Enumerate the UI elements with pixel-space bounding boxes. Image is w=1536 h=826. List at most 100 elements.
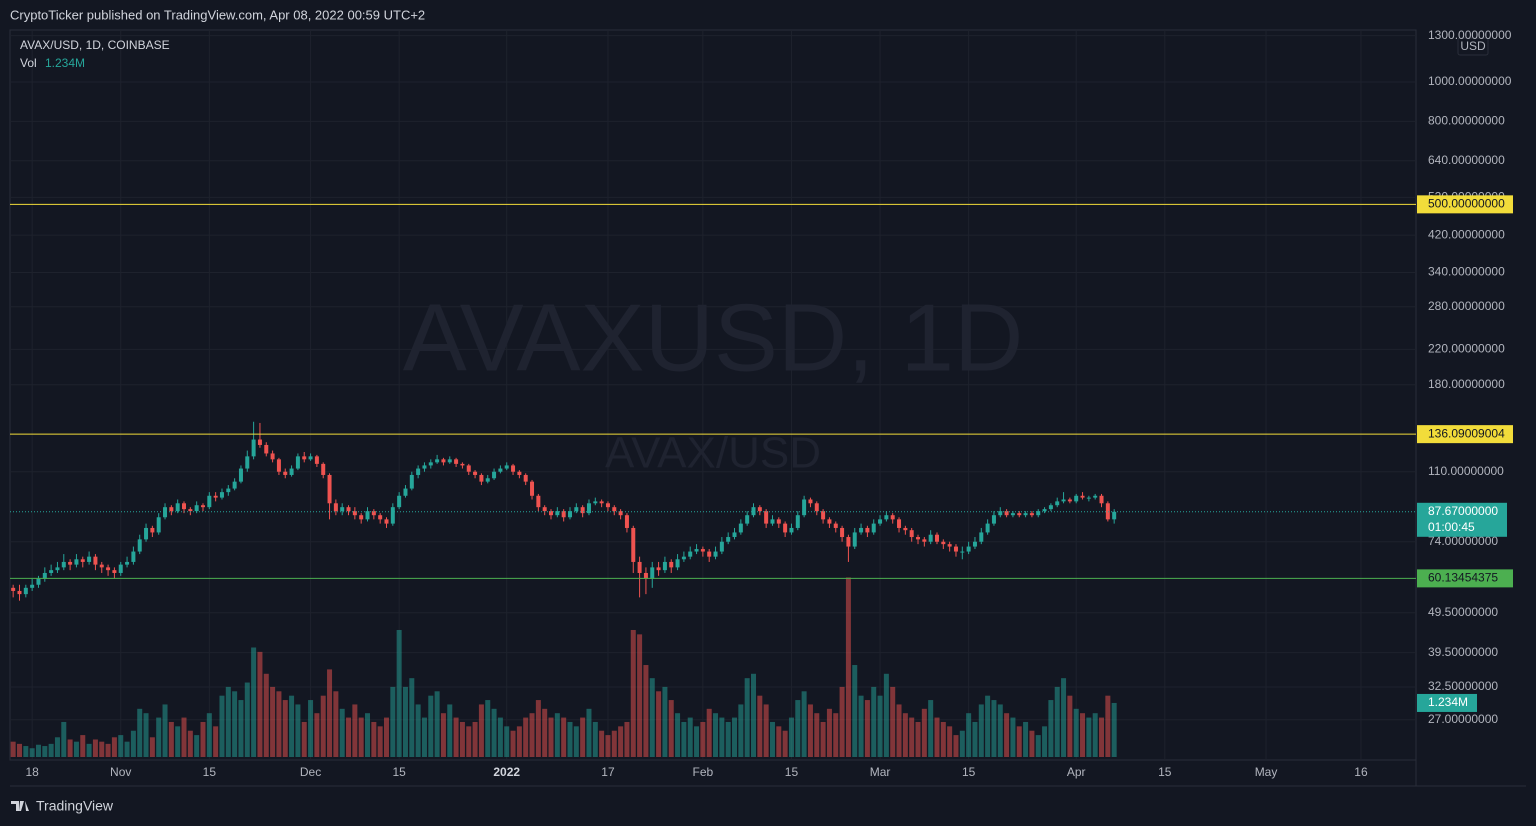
- candle-body: [903, 527, 908, 531]
- volume-bar: [1035, 735, 1041, 757]
- candle-body: [783, 523, 788, 533]
- x-tick-label: Dec: [300, 765, 321, 779]
- y-tick-label: 32.50000000: [1428, 679, 1498, 693]
- candle-body: [403, 488, 408, 496]
- level-label: 500.00000000: [1428, 197, 1505, 211]
- candle-body: [346, 507, 351, 512]
- candle-body: [859, 527, 864, 533]
- candle-body: [1067, 499, 1072, 502]
- volume-bar: [428, 695, 434, 757]
- candle-body: [694, 549, 699, 552]
- volume-legend-name[interactable]: Vol: [20, 56, 37, 70]
- candle-body: [574, 507, 579, 512]
- volume-bar: [251, 647, 257, 757]
- candle-body: [890, 515, 895, 520]
- volume-bar: [35, 744, 41, 757]
- volume-bar: [365, 713, 371, 757]
- volume-bar: [750, 673, 756, 757]
- volume-bar: [295, 704, 301, 757]
- volume-bar: [890, 686, 896, 757]
- currency-box[interactable]: [1457, 37, 1489, 56]
- volume-bar: [978, 704, 984, 757]
- candle-body: [1061, 499, 1066, 502]
- volume-bar: [757, 695, 763, 757]
- y-tick-label: 1300.00000000: [1428, 28, 1512, 42]
- candle-body: [1036, 511, 1041, 516]
- volume-label: 1.234M: [1428, 695, 1468, 709]
- candle-body: [1086, 497, 1091, 499]
- volume-bar: [181, 717, 187, 757]
- volume-bar: [1092, 713, 1098, 757]
- candle-body: [567, 511, 572, 518]
- volume-bar: [225, 686, 231, 757]
- candle-body: [688, 551, 693, 557]
- candle-body: [681, 556, 686, 560]
- volume-bar: [149, 737, 155, 757]
- volume-bar: [719, 717, 725, 757]
- volume-bar: [725, 721, 731, 757]
- volume-bar: [795, 700, 801, 757]
- candle-body: [1023, 513, 1028, 516]
- candle-body: [289, 468, 294, 475]
- candle-body: [460, 463, 465, 466]
- candle-body: [1004, 511, 1009, 516]
- volume-bar: [858, 695, 864, 757]
- candle-body: [821, 511, 826, 520]
- volume-bar: [934, 717, 940, 757]
- candle-body: [49, 570, 54, 573]
- y-tick-label: 220.00000000: [1428, 341, 1505, 355]
- candle-body: [713, 551, 718, 557]
- volume-bar: [86, 743, 92, 757]
- volume-bar: [244, 682, 250, 757]
- y-tick-label: 420.00000000: [1428, 227, 1505, 241]
- volume-bar: [896, 704, 902, 757]
- x-tick-label: Nov: [110, 765, 131, 779]
- footer-logo[interactable]: [11, 801, 29, 811]
- volume-bar: [162, 704, 168, 757]
- candle-body: [1105, 503, 1110, 520]
- currency[interactable]: USD: [1460, 39, 1486, 53]
- volume-badge: [1417, 693, 1477, 712]
- candle-body: [188, 509, 193, 512]
- volume-bar: [630, 629, 636, 757]
- y-tick-label: 74.00000000: [1428, 534, 1498, 548]
- candle-body: [182, 503, 187, 510]
- volume-bar: [466, 726, 472, 757]
- candle-body: [74, 559, 79, 565]
- symbol-legend[interactable]: AVAX/USD, 1D, COINBASE: [20, 38, 170, 52]
- candle-body: [757, 507, 762, 512]
- volume-bar: [1061, 678, 1067, 757]
- candle-body: [1099, 495, 1104, 504]
- x-tick-label: 15: [203, 765, 217, 779]
- volume-bar: [763, 704, 769, 757]
- volume-bar: [352, 704, 358, 757]
- candle-body: [643, 572, 648, 579]
- volume-bar: [1067, 695, 1073, 757]
- candle-body: [624, 515, 629, 528]
- volume-bar: [111, 737, 117, 757]
- volume-bar: [542, 708, 548, 757]
- volume-bar: [928, 700, 934, 757]
- candle-body: [719, 541, 724, 552]
- volume-bar: [358, 717, 364, 757]
- volume-bar: [440, 713, 446, 757]
- footer-brand[interactable]: TradingView: [36, 798, 114, 814]
- candle-body: [599, 501, 604, 504]
- volume-bar: [871, 686, 877, 757]
- volume-bar: [694, 726, 700, 757]
- candle-body: [276, 459, 281, 472]
- candle-body: [219, 492, 224, 498]
- candle-body: [36, 578, 41, 585]
- candle-body: [397, 495, 402, 508]
- volume-bar: [263, 673, 269, 757]
- candle-body: [745, 515, 750, 524]
- candle-body: [264, 444, 269, 454]
- volume-bar: [1111, 702, 1117, 757]
- candle-body: [302, 456, 307, 460]
- volume-bar: [788, 717, 794, 757]
- candle-body: [732, 532, 737, 538]
- level-label: 60.13454375: [1428, 571, 1498, 585]
- candle-body: [1048, 505, 1053, 510]
- candle-body: [163, 507, 168, 518]
- volume-bar: [485, 700, 491, 757]
